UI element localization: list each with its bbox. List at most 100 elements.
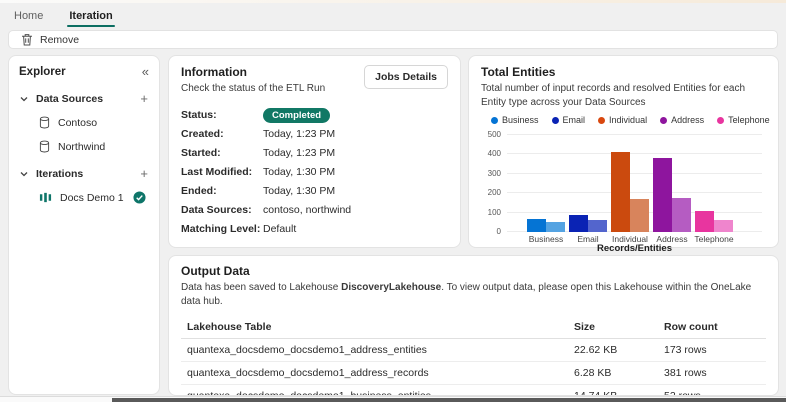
chart-x-axis-title: Records/Entities xyxy=(507,243,762,254)
information-title: Information xyxy=(181,65,325,79)
bar-business-records xyxy=(527,219,546,232)
bar-group-address xyxy=(651,135,693,232)
tree-item-label: Docs Demo 1 xyxy=(60,192,125,204)
y-tick-label: 400 xyxy=(488,149,501,158)
field-value: contoso, northwind xyxy=(263,204,351,216)
tree-item-label: Contoso xyxy=(58,117,149,129)
tree-item-label: Northwind xyxy=(58,141,149,153)
lakehouse-table: Lakehouse Table Size Row count quantexa_… xyxy=(181,316,766,396)
legend-label: Individual xyxy=(609,115,647,125)
bar-chart-icon xyxy=(39,191,52,204)
info-row-data-sources: Data Sources: contoso, northwind xyxy=(181,201,448,220)
legend-item-address: Address xyxy=(660,115,704,125)
legend-dot xyxy=(717,117,724,124)
tree-header-label: Data Sources xyxy=(36,93,133,105)
field-value: Today, 1:30 PM xyxy=(263,185,335,197)
field-label: Ended: xyxy=(181,185,263,197)
total-entities-title: Total Entities xyxy=(481,65,766,79)
output-data-panel: Output Data Data has been saved to Lakeh… xyxy=(168,255,779,396)
field-label: Matching Level: xyxy=(181,223,263,235)
explorer-title: Explorer xyxy=(19,66,66,78)
database-icon xyxy=(39,116,50,129)
toolbar: Remove xyxy=(8,30,778,49)
y-tick-label: 100 xyxy=(488,208,501,217)
y-tick-label: 200 xyxy=(488,188,501,197)
cell-table-name: quantexa_docsdemo_docsdemo1_address_reco… xyxy=(187,367,574,379)
table-row[interactable]: quantexa_docsdemo_docsdemo1_address_enti… xyxy=(181,339,766,362)
legend-item-telephone: Telephone xyxy=(717,115,770,125)
tree-item-docs-demo-1[interactable]: Docs Demo 1 xyxy=(39,191,149,204)
tree-header-data-sources[interactable]: Data Sources + xyxy=(19,92,149,105)
total-entities-chart: 0100200300400500 Business Email Individu… xyxy=(481,129,766,251)
table-row[interactable]: quantexa_docsdemo_docsdemo1_address_reco… xyxy=(181,362,766,385)
bar-group-individual xyxy=(609,135,651,232)
field-label: Started: xyxy=(181,147,263,159)
double-chevron-left-icon[interactable]: « xyxy=(142,65,149,78)
tab-bar: Home Iteration xyxy=(0,3,786,28)
remove-button[interactable]: Remove xyxy=(40,34,79,46)
subtitle-text: Data has been saved to Lakehouse xyxy=(181,282,341,293)
bar-individual-records xyxy=(611,152,630,233)
bar-telephone-records xyxy=(695,211,714,232)
tab-iteration[interactable]: Iteration xyxy=(69,3,112,28)
info-row-matching-level: Matching Level: Default xyxy=(181,220,448,239)
lakehouse-name: DiscoveryLakehouse xyxy=(341,282,441,293)
database-icon xyxy=(39,140,50,153)
output-data-subtitle: Data has been saved to Lakehouse Discove… xyxy=(181,281,766,308)
table-row[interactable]: quantexa_docsdemo_docsdemo1_business_ent… xyxy=(181,385,766,396)
y-tick-label: 300 xyxy=(488,169,501,178)
tree-header-iterations[interactable]: Iterations + xyxy=(19,167,149,180)
bar-address-records xyxy=(653,158,672,232)
scrollbar-thumb[interactable] xyxy=(112,398,786,402)
information-subtitle: Check the status of the ETL Run xyxy=(181,82,325,96)
legend-dot xyxy=(660,117,667,124)
plus-icon[interactable]: + xyxy=(140,167,149,180)
info-row-started: Started: Today, 1:23 PM xyxy=(181,144,448,163)
bar-email-records xyxy=(569,215,588,232)
column-header-lakehouse-table: Lakehouse Table xyxy=(187,321,574,333)
field-value: Today, 1:23 PM xyxy=(263,147,335,159)
chevron-down-icon xyxy=(19,169,29,179)
bar-telephone-entities xyxy=(714,220,733,232)
bar-address-entities xyxy=(672,198,691,232)
legend-label: Business xyxy=(502,115,539,125)
trash-icon xyxy=(21,33,33,46)
tree-item-northwind[interactable]: Northwind xyxy=(39,140,149,153)
chart-bars xyxy=(507,135,762,232)
tab-home[interactable]: Home xyxy=(14,3,43,28)
jobs-details-button[interactable]: Jobs Details xyxy=(364,65,448,89)
bar-group-telephone xyxy=(693,135,735,232)
legend-label: Email xyxy=(563,115,586,125)
legend-item-business: Business xyxy=(491,115,539,125)
column-header-size: Size xyxy=(574,321,664,333)
info-row-created: Created: Today, 1:23 PM xyxy=(181,125,448,144)
field-label: Created: xyxy=(181,128,263,140)
explorer-section-data-sources: Data Sources + Contoso Northwind xyxy=(19,92,149,153)
legend-item-email: Email xyxy=(552,115,586,125)
explorer-panel: Explorer « Data Sources + Contoso xyxy=(8,55,160,395)
field-value: Default xyxy=(263,223,296,235)
information-panel: Information Check the status of the ETL … xyxy=(168,55,461,248)
info-row-status: Status: Completed xyxy=(181,106,448,125)
tree-item-contoso[interactable]: Contoso xyxy=(39,116,149,129)
field-label: Status: xyxy=(181,109,263,121)
field-label: Last Modified: xyxy=(181,166,263,178)
bar-individual-entities xyxy=(630,199,649,232)
legend-label: Telephone xyxy=(728,115,770,125)
explorer-section-iterations: Iterations + Docs Demo 1 xyxy=(19,167,149,204)
cell-table-name: quantexa_docsdemo_docsdemo1_address_enti… xyxy=(187,344,574,356)
horizontal-scrollbar[interactable] xyxy=(0,396,786,402)
bar-group-business xyxy=(525,135,567,232)
total-entities-subtitle: Total number of input records and resolv… xyxy=(481,82,766,109)
cell-row-count: 173 rows xyxy=(664,344,760,356)
plus-icon[interactable]: + xyxy=(140,92,149,105)
legend-dot xyxy=(491,117,498,124)
status-badge: Completed xyxy=(263,108,330,123)
legend-dot xyxy=(552,117,559,124)
legend-dot xyxy=(598,117,605,124)
chart-legend: Business Email Individual Address Teleph… xyxy=(491,115,766,125)
chevron-down-icon xyxy=(19,94,29,104)
cell-row-count: 381 rows xyxy=(664,367,760,379)
cell-size: 22.62 KB xyxy=(574,344,664,356)
bar-business-entities xyxy=(546,222,565,232)
